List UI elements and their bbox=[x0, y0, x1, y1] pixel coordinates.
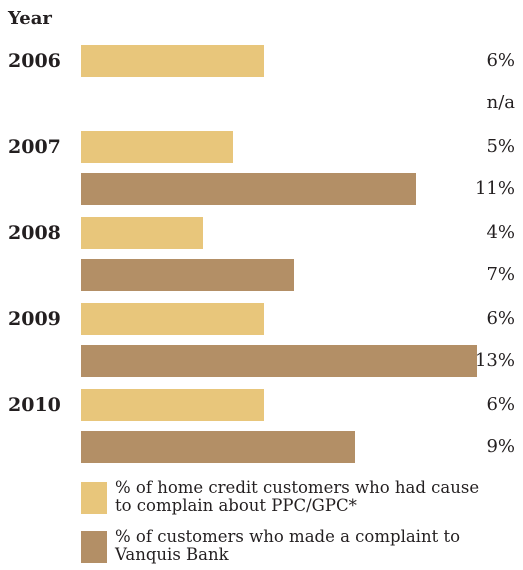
home-credit-bar bbox=[81, 45, 264, 77]
home-credit-value-label: 6% bbox=[486, 50, 515, 71]
home-credit-bar bbox=[81, 303, 264, 335]
vanquis-value-label: 9% bbox=[486, 436, 515, 457]
year-label: 2010 bbox=[8, 394, 61, 416]
vanquis-bar bbox=[81, 345, 477, 377]
year-label: 2009 bbox=[8, 308, 61, 330]
legend-swatch bbox=[81, 531, 107, 563]
home-credit-bar bbox=[81, 217, 203, 249]
home-credit-value-label: 6% bbox=[486, 308, 515, 329]
vanquis-bar bbox=[81, 431, 355, 463]
year-label: 2006 bbox=[8, 50, 61, 72]
vanquis-value-label: 13% bbox=[474, 350, 515, 371]
year-label: 2008 bbox=[8, 222, 61, 244]
vanquis-bar bbox=[81, 259, 294, 291]
vanquis-value-label: 7% bbox=[486, 264, 515, 285]
home-credit-value-label: 5% bbox=[486, 136, 515, 157]
vanquis-value-label: 11% bbox=[474, 178, 515, 199]
home-credit-value-label: 4% bbox=[486, 222, 515, 243]
vanquis-value-label: n/a bbox=[486, 92, 515, 113]
vanquis-bar bbox=[81, 173, 416, 205]
year-axis-title: Year bbox=[8, 8, 52, 29]
year-label: 2007 bbox=[8, 136, 61, 158]
home-credit-bar bbox=[81, 389, 264, 421]
home-credit-bar bbox=[81, 131, 233, 163]
legend-label: % of customers who made a complaint to V… bbox=[115, 527, 461, 564]
home-credit-value-label: 6% bbox=[486, 394, 515, 415]
legend-swatch bbox=[81, 482, 107, 514]
legend-label: % of home credit customers who had cause… bbox=[115, 478, 480, 515]
